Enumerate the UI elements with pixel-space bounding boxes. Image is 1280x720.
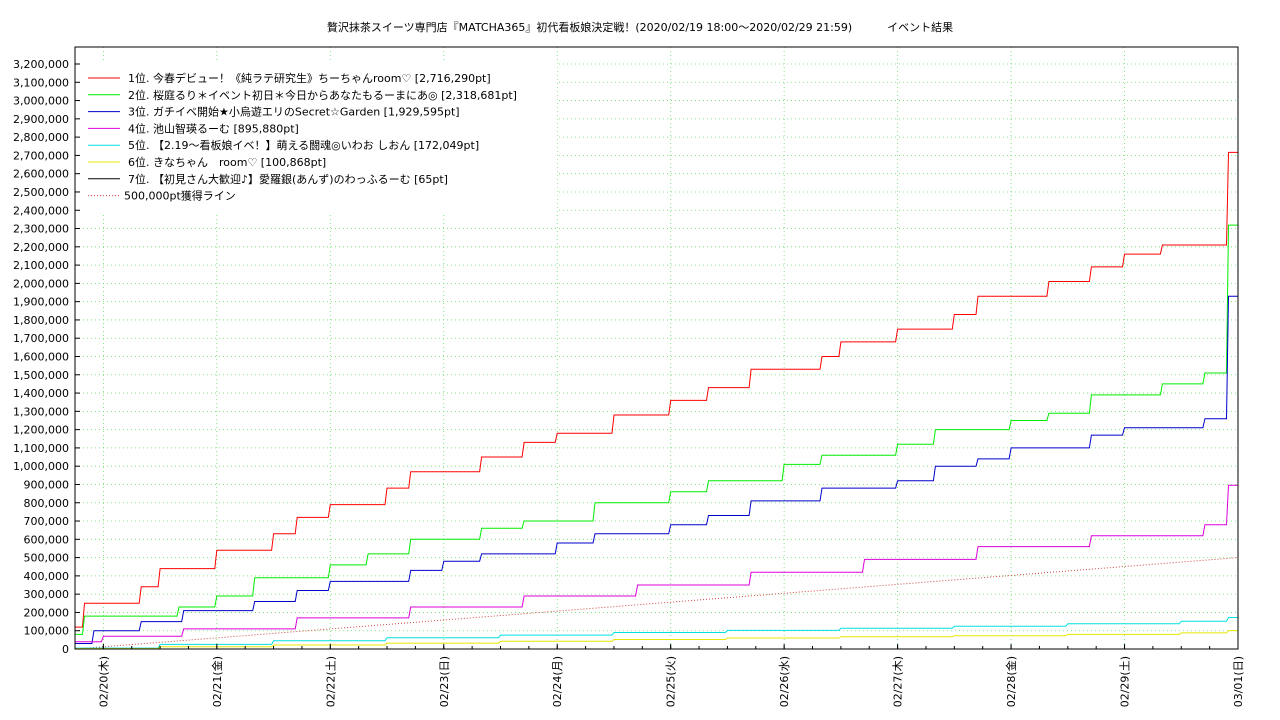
legend-label: 1位. 今春デビュー！《純ラテ研究生》ちーちゃんroom♡ [2,716,290…: [128, 71, 491, 85]
reference-layer: [74, 557, 1239, 650]
chart-title: 贅沢抹茶スイーツ専門店『MATCHA365』初代看板娘決定戦！(2020/02/…: [326, 21, 954, 34]
x-tick-label: 02/21(金): [210, 656, 224, 707]
y-tick-label: 1,800,000: [13, 314, 69, 327]
x-tick-label: 02/22(土): [324, 656, 337, 707]
y-tick-label: 1,600,000: [13, 351, 69, 364]
y-tick-label: 2,000,000: [13, 277, 69, 290]
y-tick-label: 1,700,000: [13, 332, 69, 345]
y-tick-label: 1,300,000: [13, 405, 69, 418]
legend-background: [77, 62, 557, 212]
axis-layer: 0 100,000 200,000 300,000 400,000 500,000 600,…: [13, 46, 1245, 707]
y-tick-label: 900,000: [24, 478, 70, 491]
legend-label: 4位. 池山智瑛るーむ [895,880pt]: [128, 121, 299, 135]
y-tick-label: 2,200,000: [13, 241, 69, 254]
series-line-8: [74, 557, 1239, 650]
plot-border: [74, 46, 1239, 650]
series-line-4: [75, 484, 1238, 643]
legend-label: 7位. 【初見さん大歓迎♪】愛羅銀(あんず)のわっふるーむ [65pt]: [128, 172, 448, 186]
x-tick-label: 02/29(土): [1119, 656, 1132, 707]
series-line-3: [75, 295, 1238, 644]
y-tick-label: 700,000: [24, 515, 70, 528]
x-tick-label: 02/23(日): [438, 656, 451, 707]
series-line-2: [75, 224, 1238, 635]
x-tick-label: 03/01(日): [1232, 656, 1245, 707]
y-tick-label: 2,100,000: [13, 259, 69, 272]
y-tick-label: 1,000,000: [13, 460, 69, 473]
y-tick-label: 0: [62, 643, 69, 656]
x-tick-label: 02/28(金): [1004, 656, 1018, 707]
series-layer: [75, 151, 1238, 650]
legend-box: [77, 62, 557, 212]
series-line-5: [75, 617, 1238, 649]
x-tick-label: 02/27(木): [892, 656, 905, 707]
series-line-1: [75, 151, 1238, 628]
y-tick-label: 600,000: [24, 533, 70, 546]
y-tick-label: 1,100,000: [13, 442, 69, 455]
y-tick-label: 200,000: [24, 606, 70, 619]
legend-label: 5位. 【2.19〜看板娘イベ！】萌える闘魂◎いわお しおん [172,049p…: [128, 138, 479, 152]
y-tick-label: 3,100,000: [13, 76, 69, 89]
legend-label: 3位. ガチイベ開始★小烏遊エリのSecret☆Garden [1,929,59…: [128, 105, 460, 119]
x-tick-label: 02/24(月): [551, 656, 564, 707]
y-tick-label: 2,800,000: [13, 131, 69, 144]
y-tick-label: 2,900,000: [13, 113, 69, 126]
legend-label: 2位. 桜庭るり＊イベント初日＊今日からあなたもるーまにあ◎ [2,318,68…: [128, 88, 517, 102]
series-line-6: [75, 630, 1238, 650]
y-tick-label: 300,000: [24, 588, 70, 601]
legend-label: 6位. きなちゃん room♡ [100,868pt]: [128, 155, 326, 169]
y-tick-label: 100,000: [24, 625, 70, 638]
y-tick-label: 2,500,000: [13, 186, 69, 199]
y-tick-label: 2,600,000: [13, 168, 69, 181]
y-tick-label: 1,900,000: [13, 296, 69, 309]
y-tick-label: 500,000: [24, 552, 70, 565]
y-tick-label: 1,200,000: [13, 424, 69, 437]
y-tick-label: 3,000,000: [13, 95, 69, 108]
y-tick-label: 3,200,000: [13, 58, 69, 71]
y-tick-label: 2,400,000: [13, 204, 69, 217]
y-tick-label: 1,500,000: [13, 369, 69, 382]
legend: 1位. 今春デビュー！《純ラテ研究生》ちーちゃんroom♡ [2,716,290…: [88, 71, 517, 203]
x-tick-label: 02/25(火): [665, 656, 678, 707]
y-tick-label: 400,000: [24, 570, 70, 583]
y-tick-label: 1,400,000: [13, 387, 69, 400]
y-tick-label: 2,700,000: [13, 149, 69, 162]
x-tick-label: 02/26(水): [778, 656, 791, 707]
y-tick-label: 2,300,000: [13, 223, 69, 236]
x-tick-label: 02/20(木): [97, 656, 110, 707]
y-tick-label: 800,000: [24, 497, 70, 510]
legend-label: 500,000pt獲得ライン: [124, 190, 236, 203]
